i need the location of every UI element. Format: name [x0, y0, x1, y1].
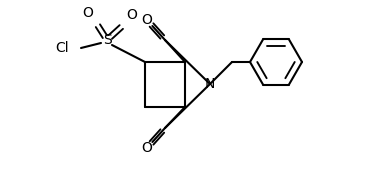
- Text: N: N: [205, 77, 215, 91]
- Text: O: O: [127, 8, 137, 22]
- Text: O: O: [83, 6, 94, 20]
- Text: Cl: Cl: [55, 41, 69, 55]
- Text: S: S: [103, 33, 111, 47]
- Text: O: O: [142, 13, 152, 27]
- Text: O: O: [142, 141, 152, 155]
